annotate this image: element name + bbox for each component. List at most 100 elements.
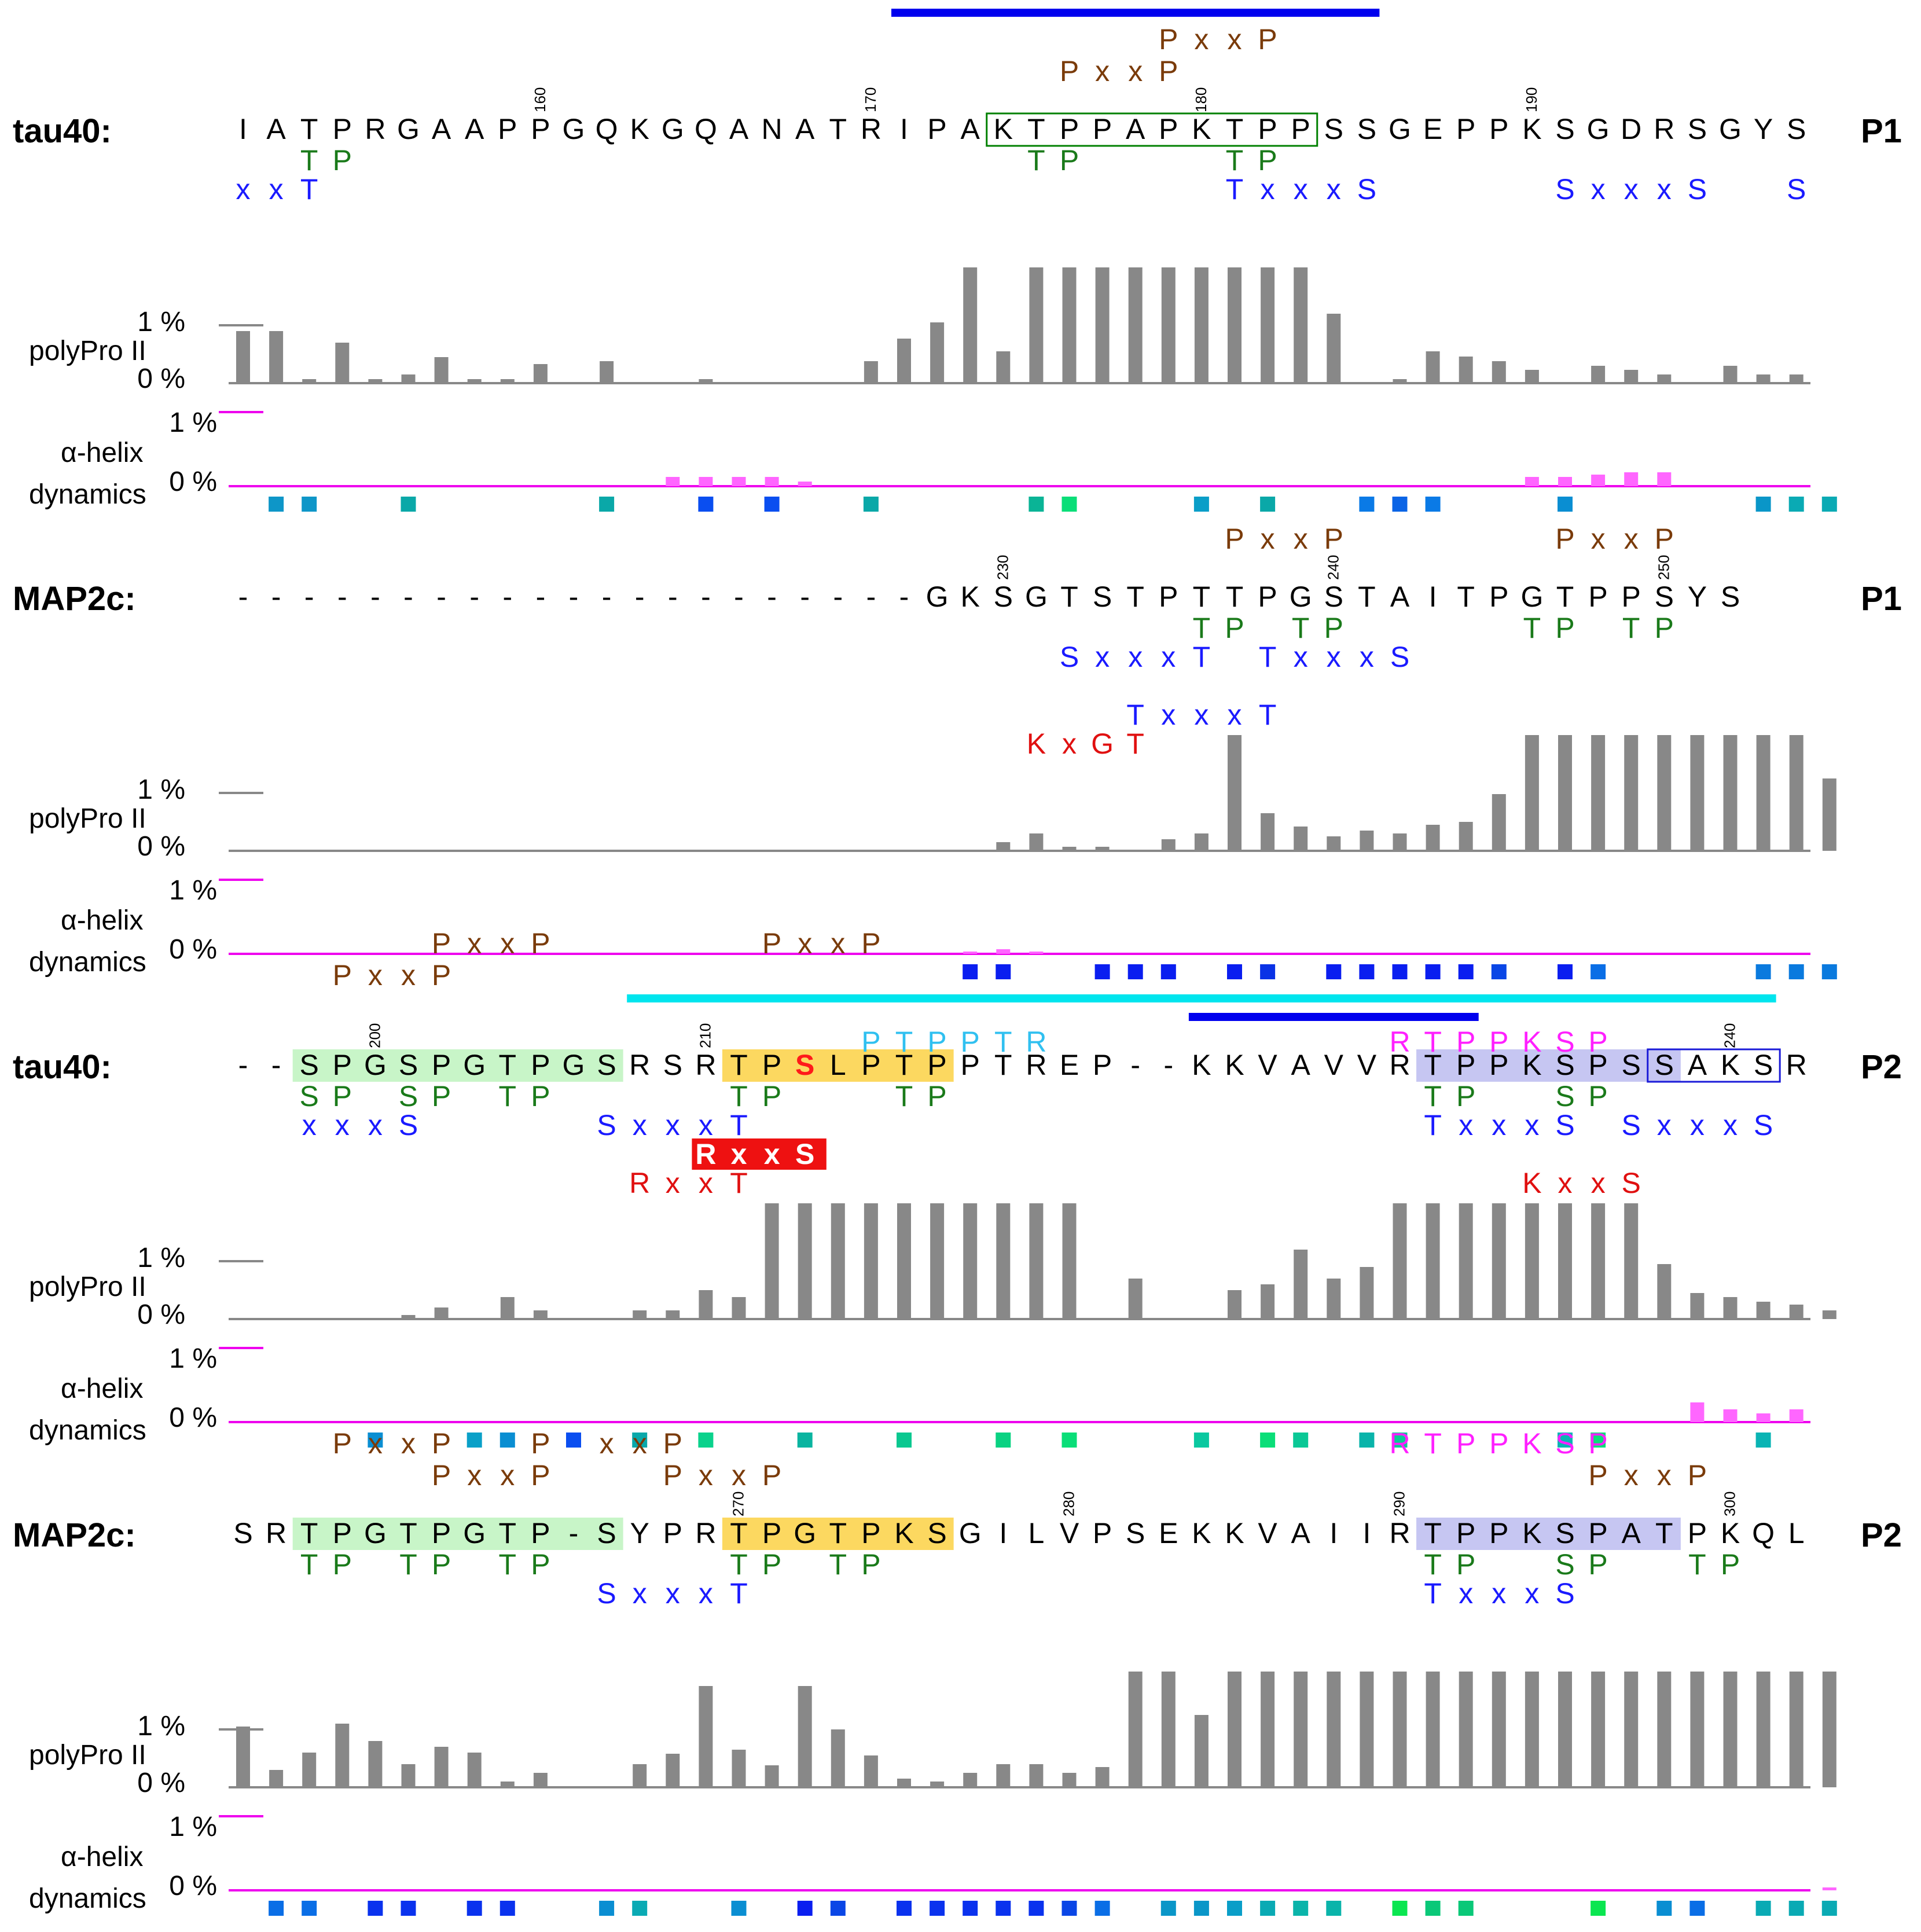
polypro-bar: [1525, 735, 1539, 851]
polypro-bar: [500, 379, 515, 383]
motif-below: S: [1622, 1109, 1641, 1141]
motif-below: x: [633, 1109, 647, 1141]
polypro-bar: [335, 1724, 350, 1787]
polypro-bar: [1261, 813, 1275, 851]
polypro-bar: [765, 1765, 779, 1787]
helix-bar: [1690, 1402, 1705, 1422]
residue: P: [927, 113, 946, 145]
motif-below: P: [432, 1548, 451, 1581]
polypro-bar: [1822, 1672, 1836, 1787]
residue: I: [900, 113, 908, 145]
dynamics-marker: [1061, 1433, 1077, 1448]
residue: L: [1788, 1517, 1805, 1549]
motif-above: S: [1555, 1026, 1574, 1058]
residue: Y: [1688, 581, 1707, 613]
motif-above: T: [895, 1026, 913, 1058]
dynamics-marker: [499, 1433, 515, 1448]
polypro-bar: [864, 1203, 878, 1319]
residue: S: [1655, 581, 1674, 613]
dynamics-marker: [1127, 964, 1143, 979]
polypro-bar: [368, 1741, 383, 1787]
polypro-bar: [1657, 1672, 1672, 1787]
residue: K: [1522, 1049, 1541, 1081]
motif-above: P: [1159, 55, 1178, 87]
residue: K: [994, 113, 1013, 145]
residue: K: [1721, 1517, 1740, 1549]
motif-below: x: [1690, 1109, 1705, 1141]
polypro-bar: [1029, 267, 1044, 383]
polypro-bar: [1029, 1203, 1044, 1319]
dynamics-marker: [1458, 1901, 1474, 1916]
motif-below: S: [597, 1109, 616, 1141]
motif-below: T: [1292, 612, 1310, 644]
residue: Q: [596, 113, 618, 145]
polypro-bar: [434, 1747, 449, 1787]
helix-0pct: 0 %: [169, 934, 217, 965]
motif-above: x: [500, 927, 515, 960]
residue: S: [1754, 1049, 1773, 1081]
residue: G: [364, 1049, 387, 1081]
motif-below: x: [236, 173, 251, 205]
helix-label: α-helix: [61, 1842, 143, 1872]
polypro-bar: [1789, 374, 1804, 383]
polypro-bar: [1261, 1284, 1275, 1319]
residue: -: [899, 581, 909, 613]
polypro-bar: [1723, 1297, 1738, 1319]
polypro-bar: [500, 1782, 515, 1787]
dynamics-label: dynamics: [29, 1415, 146, 1446]
residue: P: [1159, 581, 1178, 613]
polypro-bar: [1525, 1672, 1539, 1787]
dynamics-marker: [930, 1901, 945, 1916]
dynamics-marker: [1591, 964, 1606, 979]
residue: S: [300, 1049, 319, 1081]
motif-above: x: [500, 1459, 515, 1492]
dynamics-marker: [368, 1433, 383, 1448]
motif-above: x: [798, 927, 812, 960]
residue: V: [1324, 1049, 1344, 1081]
residue: T: [730, 1517, 748, 1549]
motif-above: P: [762, 927, 781, 960]
polypro-bar: [798, 1203, 812, 1319]
motif-below: x: [1459, 1577, 1473, 1610]
residue: -: [436, 581, 446, 613]
residue: E: [1060, 1049, 1079, 1081]
motif-highlight: [722, 1518, 954, 1550]
polypro-bar: [1723, 1672, 1738, 1787]
residue: P: [861, 1049, 880, 1081]
dynamics-marker: [1293, 1901, 1309, 1916]
residue-number: 200: [366, 1023, 383, 1048]
dynamics-marker: [996, 964, 1011, 979]
protein-label: MAP2c:: [13, 1516, 136, 1554]
residue: -: [668, 581, 678, 613]
dynamics-marker: [1193, 497, 1209, 512]
residue: R: [365, 113, 385, 145]
residue: -: [304, 581, 314, 613]
motif-below: P: [1721, 1548, 1740, 1581]
polypro-bar: [1459, 822, 1473, 851]
part-label: P2: [1861, 1516, 1902, 1554]
residue: S: [994, 581, 1013, 613]
helix-bar: [1723, 1409, 1738, 1422]
polypro-bar: [1657, 1264, 1672, 1319]
motif-below: x: [1591, 1167, 1606, 1199]
motif-above: P: [1588, 1459, 1607, 1492]
dynamics-marker: [1788, 1901, 1804, 1916]
motif-below: S: [300, 1080, 319, 1112]
helix-bar: [963, 952, 978, 954]
motif-below: R: [629, 1167, 650, 1199]
motif-below: T: [1622, 612, 1640, 644]
polypro-0pct: 0 %: [137, 1299, 185, 1330]
motif-below: x: [1128, 641, 1143, 673]
motif-above: P: [1456, 1026, 1475, 1058]
motif-below: P: [1588, 1080, 1607, 1112]
motif-highlight: [292, 1049, 623, 1082]
motif-below: x: [666, 1109, 680, 1141]
residue: S: [1655, 1049, 1674, 1081]
residue: -: [536, 581, 546, 613]
residue: T: [829, 1517, 847, 1549]
motif-below: x: [302, 1109, 317, 1141]
motif-below: S: [1555, 173, 1574, 205]
motif-below: S: [795, 1138, 814, 1170]
polypro-bar: [1062, 1773, 1077, 1787]
motif-above: P: [1489, 1026, 1508, 1058]
